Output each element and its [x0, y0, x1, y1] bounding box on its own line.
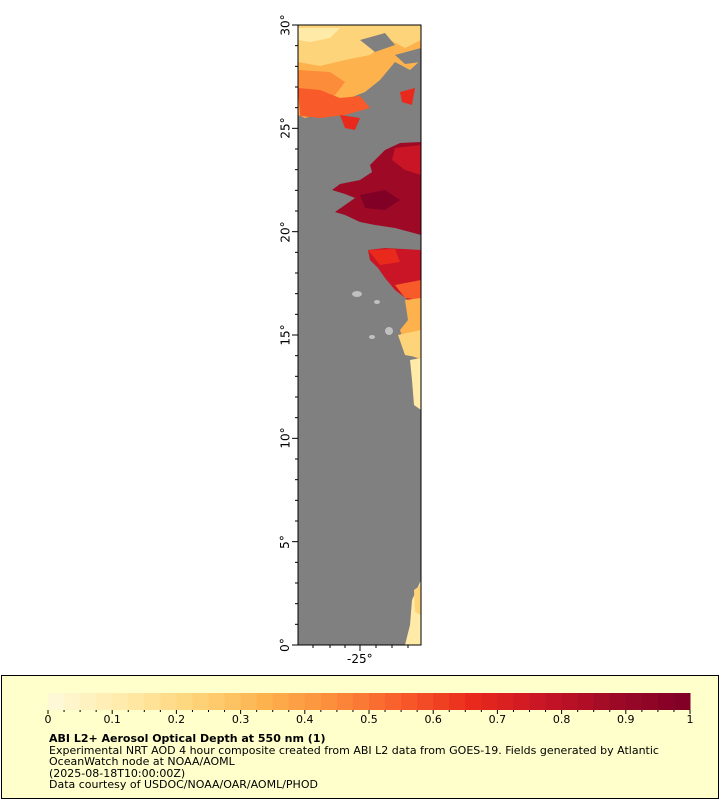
- lat-label: 5°: [277, 534, 292, 549]
- lat-label: 25°: [278, 117, 293, 139]
- colorbar-cell: [352, 693, 370, 710]
- colorbar-tick-label: 0.5: [360, 713, 378, 726]
- colorbar: [47, 693, 691, 714]
- map-area: [298, 25, 421, 645]
- colorbar-cell: [641, 693, 659, 710]
- colorbar-tick-label: 0.3: [231, 713, 250, 726]
- colorbar-cell: [272, 693, 290, 710]
- colorbar-cell: [625, 693, 643, 710]
- lat-label: 0°: [277, 638, 292, 652]
- colorbar-tick-label: 0.2: [167, 713, 186, 726]
- colorbar-cell: [497, 693, 514, 710]
- colorbar-cell: [577, 693, 595, 710]
- colorbar-cell: [240, 693, 258, 710]
- aod-plume-middle: [332, 142, 421, 235]
- colorbar-tick-label: 1: [686, 713, 694, 726]
- colorbar-cell: [673, 693, 691, 710]
- colorbar-cell: [80, 693, 97, 710]
- colorbar-cell: [288, 693, 306, 710]
- colorbar-cell: [417, 693, 434, 710]
- colorbar-cell: [449, 693, 466, 710]
- colorbar-cell: [208, 693, 226, 710]
- lat-label: 30°: [278, 14, 293, 36]
- legend-panel: 0 0.1 0.2 0.3 0.4 0.5 0.6 0.7 0.8 0.9 1 ABI L2+ Ae…: [1, 675, 719, 799]
- colorbar-cell: [545, 693, 563, 710]
- colorbar-tick-label: 0.1: [103, 713, 121, 726]
- longitude-ticks: [312, 645, 409, 651]
- longitude-label: -25°: [347, 652, 373, 666]
- colorbar-cell: [401, 693, 418, 710]
- colorbar-cell: [609, 693, 627, 710]
- colorbar-tick-label: 0.6: [424, 713, 442, 726]
- cloud-patches: [352, 291, 393, 339]
- colorbar-cell: [657, 693, 675, 710]
- legend-title: ABI L2+ Aerosol Optical Depth at 550 nm …: [49, 732, 326, 745]
- colorbar-cell: [369, 693, 386, 710]
- colorbar-tick-label: 0.7: [488, 713, 507, 726]
- colorbar-cell: [96, 693, 113, 710]
- colorbar-cell: [513, 693, 530, 710]
- colorbar-cell: [176, 693, 193, 710]
- colorbar-cell: [320, 693, 338, 710]
- latitude-ticks: [292, 24, 298, 646]
- colorbar-cell: [144, 693, 161, 710]
- lat-label: 15°: [278, 324, 293, 346]
- colorbar-cell: [561, 693, 579, 710]
- aod-plume-southeast: [405, 580, 421, 645]
- colorbar-cell: [192, 693, 209, 710]
- colorbar-cell: [128, 693, 145, 710]
- colorbar-cell: [481, 693, 498, 710]
- colorbar-tick-label: 0.9: [617, 713, 635, 726]
- colorbar-cell: [224, 693, 242, 710]
- colorbar-tick-label: 0.4: [296, 713, 314, 726]
- colorbar-cell: [304, 693, 322, 710]
- colorbar-cell: [529, 693, 547, 710]
- lat-label: 10°: [278, 427, 293, 449]
- colorbar-cell: [64, 693, 81, 710]
- lat-label: 20°: [278, 221, 293, 243]
- colorbar-cell: [112, 693, 129, 710]
- colorbar-tick-label: 0.8: [552, 713, 571, 726]
- colorbar-cell: [465, 693, 482, 710]
- colorbar-tick-label: 0: [44, 713, 52, 726]
- aod-plume-north: [298, 25, 421, 130]
- colorbar-cell: [385, 693, 402, 710]
- colorbar-cell: [48, 693, 65, 710]
- legend-text: ABI L2+ Aerosol Optical Depth at 550 nm …: [49, 733, 699, 791]
- legend-description: Experimental NRT AOD 4 hour composite cr…: [49, 743, 659, 768]
- colorbar-cell: [593, 693, 611, 710]
- colorbar-cell: [336, 693, 354, 710]
- legend-date: (2025-08-18T10:00:00Z): [49, 766, 186, 780]
- colorbar-cell: [160, 693, 177, 710]
- aod-plume-south: [368, 248, 421, 410]
- colorbar-cell: [256, 693, 274, 710]
- legend-credit: Data courtesy of USDOC/NOAA/OAR/AOML/PHO…: [49, 778, 318, 791]
- colorbar-cell: [433, 693, 450, 710]
- map-figure: [292, 24, 422, 651]
